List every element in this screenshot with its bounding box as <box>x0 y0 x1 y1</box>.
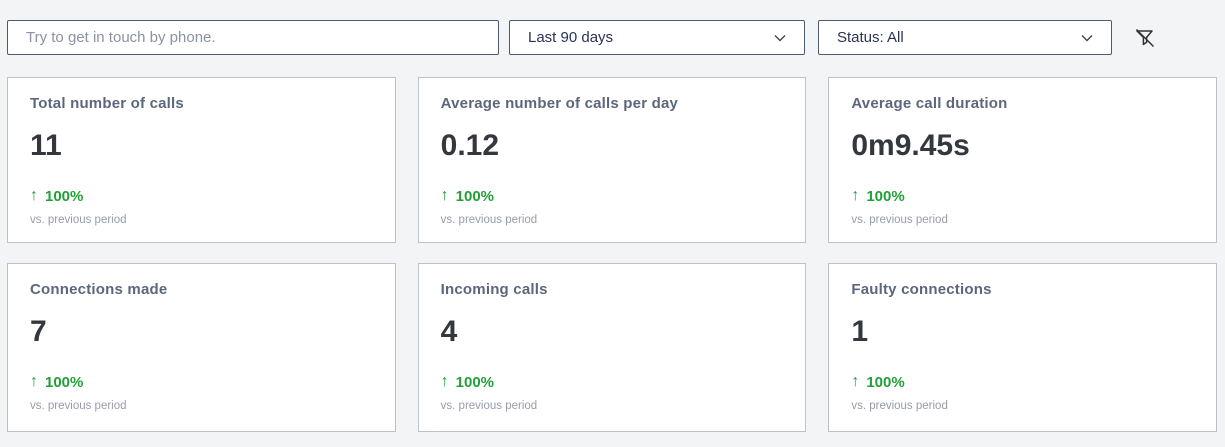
up-arrow-icon: ↑ <box>440 373 449 390</box>
metrics-grid: Total number of calls 11 ↑ 100% vs. prev… <box>7 77 1217 432</box>
metric-value: 7 <box>30 315 47 348</box>
up-arrow-icon: ↑ <box>30 373 38 390</box>
card-faulty-connections: Faulty connections 1 ↑ 100% vs. previous… <box>828 263 1217 432</box>
up-arrow-icon: ↑ <box>851 373 860 390</box>
filter-off-icon <box>1135 28 1155 47</box>
metric-title: Average call duration <box>851 95 1008 112</box>
metric-comparison-note: vs. previous period <box>30 214 127 226</box>
metric-change-value: 100% <box>45 373 84 391</box>
up-arrow-icon: ↑ <box>30 187 38 204</box>
metric-value: 1 <box>851 315 869 348</box>
metric-change-value: 100% <box>455 373 495 391</box>
metric-value: 11 <box>30 129 62 162</box>
metric-change: ↑ 100% <box>441 187 784 205</box>
status-selected-value: Status: All <box>837 29 904 46</box>
metric-change: ↑ 100% <box>30 373 373 391</box>
metric-change: ↑ 100% <box>851 187 1194 205</box>
chevron-down-icon <box>1081 34 1093 41</box>
metric-value: 4 <box>440 315 458 348</box>
date-range-selected-value: Last 90 days <box>528 29 614 46</box>
search-input[interactable] <box>7 20 499 55</box>
card-avg-calls-per-day: Average number of calls per day 0.12 ↑ 1… <box>417 77 807 243</box>
metric-comparison-note: vs. previous period <box>440 214 538 226</box>
metric-change-value: 100% <box>866 187 905 205</box>
metric-change-value: 100% <box>866 373 905 391</box>
card-avg-call-duration: Average call duration 0m9.45s ↑ 100% vs.… <box>828 77 1217 243</box>
metric-title: Connections made <box>30 281 168 298</box>
card-connections-made: Connections made 7 ↑ 100% vs. previous p… <box>7 263 396 432</box>
metric-title: Incoming calls <box>440 281 548 298</box>
metric-title: Total number of calls <box>30 95 184 112</box>
clear-filters-button[interactable] <box>1129 22 1161 54</box>
card-incoming-calls: Incoming calls 4 ↑ 100% vs. previous per… <box>417 263 807 432</box>
up-arrow-icon: ↑ <box>851 187 860 204</box>
filter-toolbar: Last 90 days Status: All <box>0 0 1225 55</box>
metric-title: Faulty connections <box>851 281 992 298</box>
chevron-down-icon <box>774 34 786 41</box>
card-total-calls: Total number of calls 11 ↑ 100% vs. prev… <box>7 77 396 243</box>
metric-change-value: 100% <box>45 187 84 205</box>
metric-title: Average number of calls per day <box>440 95 679 112</box>
metric-value: 0m9.45s <box>851 129 970 162</box>
metric-change: ↑ 100% <box>851 373 1194 391</box>
up-arrow-icon: ↑ <box>440 187 449 204</box>
metric-comparison-note: vs. previous period <box>440 400 538 412</box>
metric-change-value: 100% <box>455 187 495 205</box>
date-range-dropdown[interactable]: Last 90 days <box>509 20 805 55</box>
metric-change: ↑ 100% <box>441 373 784 391</box>
metric-comparison-note: vs. previous period <box>851 214 948 226</box>
metric-comparison-note: vs. previous period <box>30 400 127 412</box>
status-dropdown[interactable]: Status: All <box>818 20 1112 55</box>
metric-comparison-note: vs. previous period <box>851 400 948 412</box>
metric-change: ↑ 100% <box>30 187 373 205</box>
metric-value: 0.12 <box>440 129 500 162</box>
